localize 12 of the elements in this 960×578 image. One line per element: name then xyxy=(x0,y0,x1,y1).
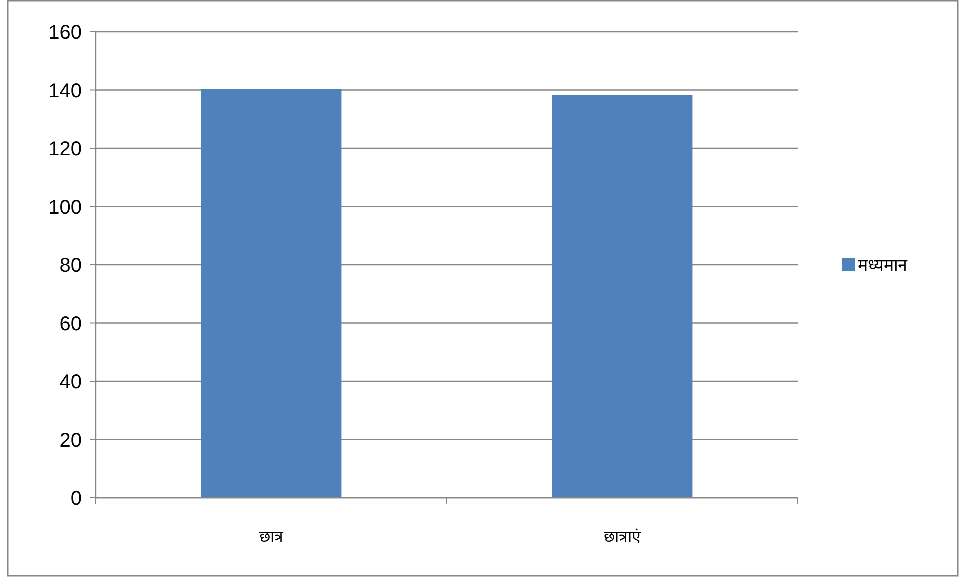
x-tick-label: छात्राएं xyxy=(604,528,642,546)
y-tick-label: 160 xyxy=(48,22,82,44)
y-tick-label: 80 xyxy=(60,255,82,277)
y-tick-label: 120 xyxy=(48,138,82,160)
y-tick-label: 20 xyxy=(60,430,82,452)
y-tick-label: 40 xyxy=(60,372,82,394)
legend-label: मध्यमान xyxy=(858,256,908,275)
y-tick-label: 60 xyxy=(60,313,82,336)
y-tick-label: 100 xyxy=(48,196,82,219)
x-tick-label: छात्र xyxy=(260,529,284,546)
y-tick-label: 140 xyxy=(48,80,82,102)
y-tick-label: 0 xyxy=(70,488,82,510)
